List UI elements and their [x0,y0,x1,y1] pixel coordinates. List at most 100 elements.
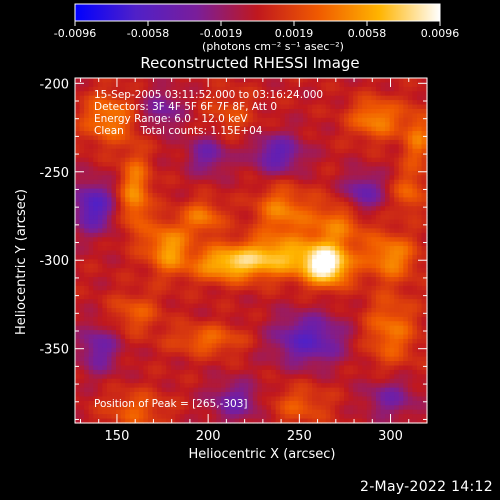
heatmap-cell [407,78,414,84]
heatmap-cell [257,78,263,84]
heatmap-cell [403,277,409,283]
heatmap-cell [79,338,85,344]
heatmap-cell [284,237,290,243]
heatmap-cell [93,294,99,300]
heatmap-cell [261,290,268,296]
heatmap-cell [170,148,176,154]
heatmap-cell [416,170,423,176]
heatmap-cell [75,299,81,305]
heatmap-cell [129,206,135,212]
heatmap-cell [157,347,163,353]
heatmap-cell [316,82,322,88]
heatmap-cell [330,285,336,291]
heatmap-cell [170,179,176,185]
heatmap-cell [407,135,414,141]
heatmap-cell [280,308,286,314]
heatmap-cell [375,347,382,353]
heatmap-cell [198,246,204,252]
heatmap-cell [293,285,300,291]
heatmap-cell [302,139,309,145]
heatmap-cell [147,237,154,243]
heatmap-cell [152,299,158,305]
heatmap-cell [394,108,400,114]
heatmap-cell [371,210,377,216]
heatmap-cell [198,312,204,318]
heatmap-cell [403,131,409,137]
heatmap-cell [362,343,368,349]
heatmap-cell [138,153,144,159]
heatmap-cell [407,254,414,260]
heatmap-cell [266,206,272,212]
heatmap-cell [125,139,131,145]
heatmap-cell [325,131,331,137]
heatmap-cell [257,294,263,300]
heatmap-cell [325,179,331,185]
heatmap-cell [275,338,281,344]
heatmap-cell [316,334,322,340]
heatmap-cell [362,321,368,327]
heatmap-cell [202,352,208,358]
heatmap-cell [366,179,372,185]
heatmap-cell [134,91,140,97]
heatmap-cell [170,330,176,336]
heatmap-cell [106,241,113,247]
heatmap-cell [266,223,272,229]
heatmap-cell [88,303,94,309]
heatmap-cell [79,219,85,225]
heatmap-cell [248,285,254,291]
heatmap-cell [289,153,295,159]
heatmap-cell [380,281,386,287]
heatmap-cell [252,188,258,194]
heatmap-cell [161,206,167,212]
heatmap-cell [366,338,372,344]
heatmap-cell [407,343,414,349]
heatmap-cell [129,294,135,300]
heatmap-cell [344,82,350,88]
heatmap-cell [152,166,158,172]
heatmap-cell [125,104,131,110]
heatmap-cell [348,148,354,154]
heatmap-cell [97,104,103,110]
heatmap-cell [380,299,386,305]
heatmap-cell [216,241,222,247]
heatmap-cell [188,210,195,216]
heatmap-cell [243,219,249,225]
heatmap-cell [375,316,382,322]
heatmap-cell [230,343,236,349]
heatmap-cell [375,241,382,247]
heatmap-cell [416,157,423,163]
heatmap-cell [266,215,272,221]
heatmap-cell [230,82,236,88]
heatmap-cell [202,281,208,287]
heatmap-cell [298,148,304,154]
heatmap-cell [202,108,208,114]
heatmap-cell [293,250,300,256]
heatmap-cell [252,347,258,353]
heatmap-cell [161,162,167,168]
heatmap-cell [280,241,286,247]
heatmap-cell [348,321,354,327]
heatmap-cell [298,299,304,305]
heatmap-cell [334,117,341,123]
heatmap-cell [266,338,272,344]
heatmap-cell [266,325,272,331]
heatmap-cell [385,131,391,137]
heatmap-cell [202,268,208,274]
heatmap-cell [334,232,341,238]
heatmap-cell [88,272,94,278]
heatmap-cell [230,312,236,318]
heatmap-cell [138,122,144,128]
heatmap-cell [225,263,231,269]
heatmap-cell [394,290,400,296]
heatmap-cell [243,237,249,243]
heatmap-cell [248,316,254,322]
heatmap-cell [353,223,359,229]
heatmap-cell [234,246,240,252]
heatmap-cell [198,104,204,110]
heatmap-cell [257,162,263,168]
heatmap-cell [175,303,181,309]
heatmap-cell [220,325,227,331]
heatmap-cell [88,206,94,212]
heatmap-cell [116,250,122,256]
heatmap-cell [143,193,149,199]
